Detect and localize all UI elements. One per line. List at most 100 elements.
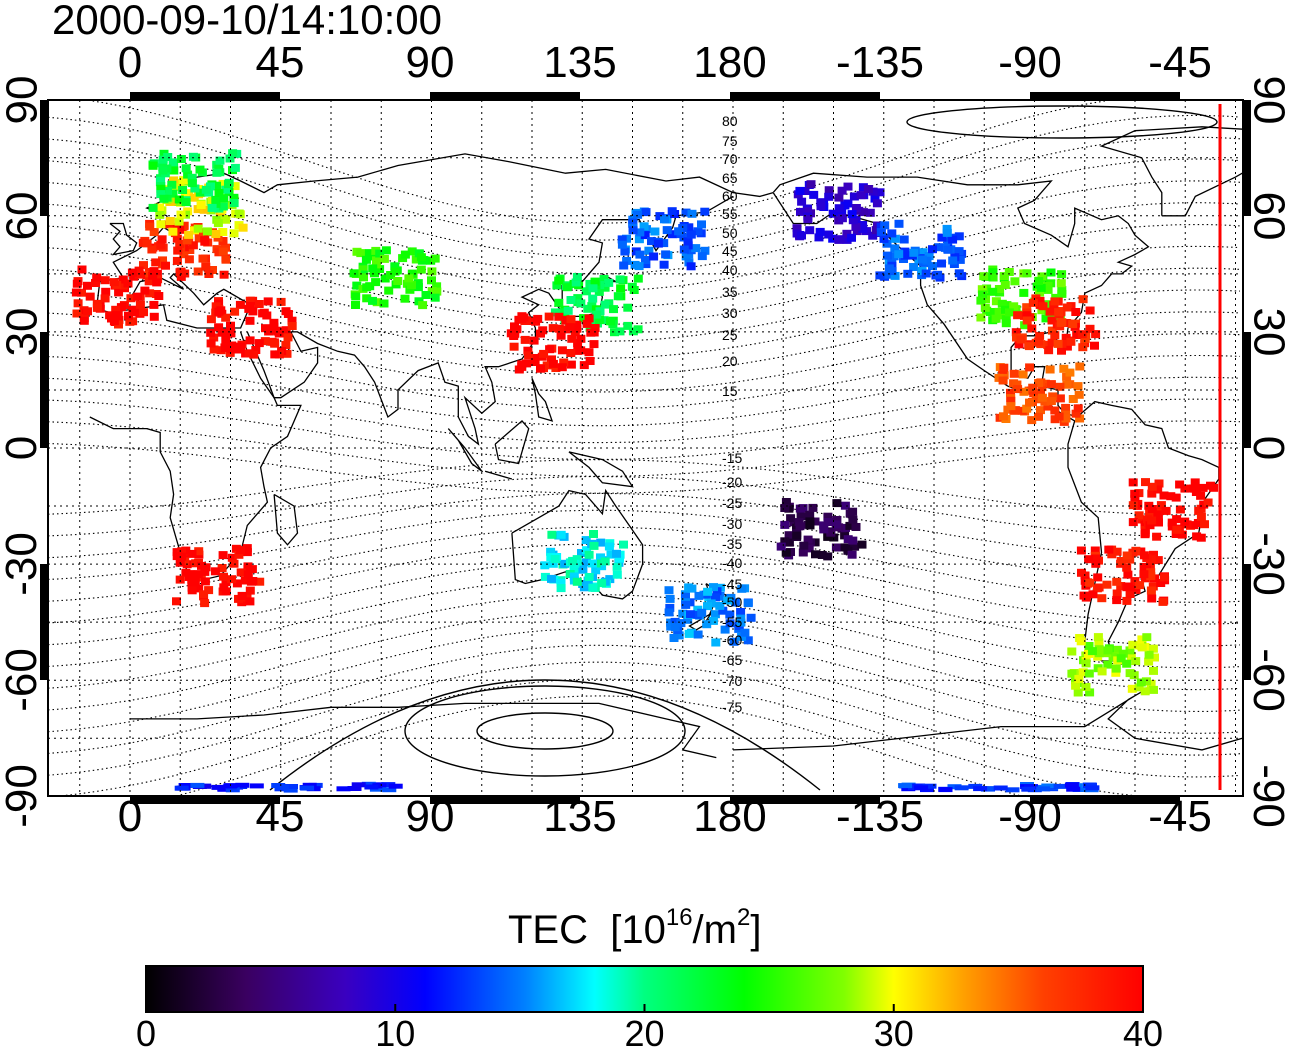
bottom-axis-tick: 180 <box>693 792 767 841</box>
tec-point <box>421 291 431 299</box>
tec-point <box>1147 489 1157 498</box>
tec-point <box>1206 481 1215 490</box>
tec-point <box>824 192 834 201</box>
tec-point <box>201 262 211 271</box>
tec-point <box>168 223 178 232</box>
tec-point <box>999 412 1008 421</box>
tec-point <box>1127 684 1137 693</box>
tec-point <box>1022 311 1032 320</box>
tec-point <box>254 339 264 348</box>
tec-point <box>238 223 248 232</box>
tec-point <box>606 317 615 326</box>
tec-point <box>1053 783 1068 789</box>
tec-point <box>816 202 826 211</box>
tec-point <box>234 209 244 218</box>
tec-point <box>209 345 219 354</box>
tec-point <box>725 610 735 619</box>
contour-line <box>48 224 1241 325</box>
tec-point <box>832 516 842 524</box>
coastline <box>447 428 483 472</box>
tec-point <box>1004 308 1014 317</box>
tec-point <box>1006 402 1016 411</box>
tec-point <box>1077 568 1086 577</box>
tec-point <box>1046 268 1056 277</box>
tec-point <box>622 256 632 265</box>
tec-point <box>178 176 188 185</box>
tec-point <box>1061 333 1071 342</box>
tec-point <box>1177 530 1187 539</box>
tec-point <box>828 209 838 218</box>
tec-point <box>805 521 815 530</box>
tec-point <box>1091 559 1101 568</box>
tec-point <box>1055 394 1065 403</box>
tec-point <box>1035 331 1045 340</box>
tec-point <box>1024 342 1034 351</box>
tec-point <box>155 203 164 212</box>
tec-point <box>1175 505 1185 514</box>
tec-point <box>823 512 833 521</box>
tec-point <box>359 273 368 282</box>
tec-point <box>840 543 850 552</box>
tec-point <box>1139 570 1149 579</box>
tec-point <box>261 324 270 333</box>
tec-point <box>242 548 252 557</box>
tec-point <box>206 339 216 348</box>
tec-point <box>148 271 158 280</box>
tec-point <box>1196 512 1206 521</box>
tec-point <box>1025 363 1035 372</box>
grid-lines <box>48 100 1243 796</box>
tec-point <box>123 279 133 288</box>
contour-line <box>48 476 1241 538</box>
tec-point <box>710 610 720 619</box>
tec-point <box>547 574 556 583</box>
tec-point <box>847 550 857 559</box>
tec-point <box>1094 583 1104 592</box>
tec-point <box>1028 383 1038 392</box>
tec-point <box>815 227 825 236</box>
tec-point <box>709 583 718 592</box>
tec-point <box>174 195 184 204</box>
tec-point <box>216 306 226 315</box>
tec-point <box>218 551 228 560</box>
tec-point <box>510 322 519 331</box>
tec-point <box>199 205 209 214</box>
contour-line <box>48 526 1241 603</box>
tec-point <box>1149 550 1158 559</box>
tec-point <box>999 272 1009 281</box>
tec-point <box>85 292 95 301</box>
tec-point <box>545 345 555 354</box>
tec-point <box>572 577 582 586</box>
tec-point <box>581 287 591 296</box>
tec-point <box>1152 532 1162 541</box>
tec-point <box>195 188 205 197</box>
tec-point <box>547 530 557 539</box>
tec-point <box>124 311 133 320</box>
tec-point <box>125 317 135 326</box>
contour-label: -75 <box>722 699 742 715</box>
tec-point <box>1005 787 1020 793</box>
tec-point <box>566 360 576 369</box>
tec-point <box>167 180 177 189</box>
tec-point <box>1053 339 1063 348</box>
tec-point <box>557 363 567 372</box>
tec-point <box>217 564 227 572</box>
tec-point <box>371 278 381 287</box>
tec-point <box>190 576 200 585</box>
contour-line <box>48 158 1241 275</box>
tec-point <box>556 578 566 587</box>
tec-point <box>1011 328 1021 337</box>
tec-point <box>1022 303 1032 312</box>
tec-point <box>1037 393 1047 402</box>
tec-point <box>400 294 410 303</box>
tec-point <box>356 249 366 258</box>
tec-point <box>71 288 81 297</box>
contour-label: -45 <box>722 576 742 592</box>
tec-point <box>1016 335 1026 344</box>
tec-point <box>190 184 200 193</box>
tec-point <box>715 601 725 610</box>
tec-point <box>566 296 576 304</box>
tec-point <box>619 261 629 270</box>
tec-point <box>573 339 583 347</box>
tec-point <box>83 281 92 290</box>
tec-point <box>1057 270 1067 279</box>
